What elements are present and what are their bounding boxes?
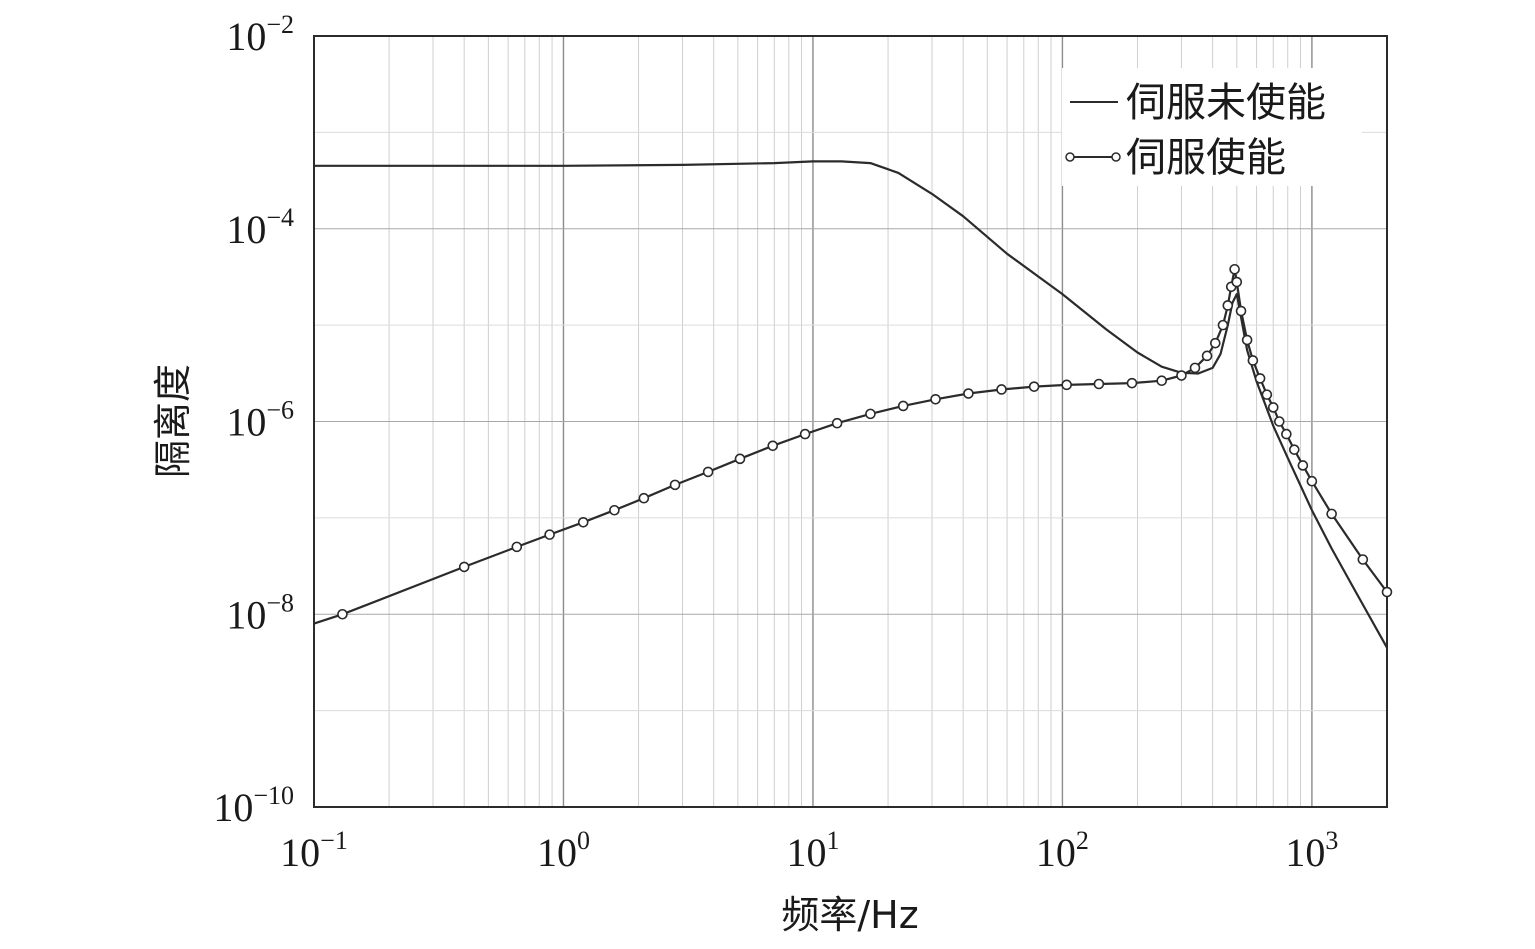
series-layer [313, 160, 1393, 649]
series-marker-servo-enabled [930, 393, 941, 405]
series-marker-servo-enabled [1231, 276, 1243, 288]
x-tick-label: 101 [786, 826, 839, 875]
series-marker-servo-enabled [1189, 362, 1201, 374]
series-marker-servo-enabled [337, 608, 348, 620]
series-marker-servo-enabled [1357, 554, 1369, 565]
tick-labels: 10−1 100 101 102 103 10−10 10−8 10−6 10−4 10−2 [213, 10, 1338, 875]
series-marker-servo-enabled [1273, 416, 1285, 427]
series-marker-servo-enabled [544, 529, 555, 540]
series-marker-servo-enabled [577, 516, 589, 528]
legend-box [1062, 68, 1362, 186]
series-marker-servo-enabled [1326, 508, 1337, 520]
y-tick-label: 10−8 [226, 588, 294, 637]
series-marker-servo-enabled [767, 440, 779, 452]
series-marker-servo-enabled [1061, 379, 1072, 391]
series-marker-servo-enabled [511, 541, 523, 553]
series-marker-servo-enabled [669, 479, 681, 491]
x-tick-label: 100 [537, 826, 590, 875]
legend: 伺服未使能 伺服使能 [1062, 68, 1362, 186]
series-marker-servo-enabled [458, 561, 470, 573]
series-marker-servo-enabled [1217, 319, 1229, 331]
series-marker-servo-enabled [1281, 428, 1292, 440]
series-marker-servo-enabled [831, 417, 843, 429]
series-marker-servo-enabled [1126, 377, 1138, 389]
legend-marker-right [1111, 152, 1121, 162]
y-tick-label: 10−4 [226, 203, 294, 252]
series-marker-servo-enabled [1241, 334, 1253, 346]
series-marker-servo-enabled [702, 466, 714, 478]
legend-marker-left [1065, 152, 1075, 162]
series-marker-servo-enabled [638, 492, 650, 504]
series-marker-servo-enabled [1381, 586, 1393, 598]
series-marker-servo-enabled [1254, 373, 1266, 384]
series-marker-servo-enabled [897, 400, 909, 412]
series-marker-servo-enabled [1028, 381, 1040, 392]
series-marker-servo-enabled [609, 504, 620, 516]
y-axis-title: 隔离度 [151, 364, 195, 478]
series-marker-servo-enabled [865, 408, 876, 420]
series-marker-servo-enabled [1222, 300, 1234, 311]
series-marker-servo-enabled [1247, 355, 1259, 366]
legend-label-servo-disabled: 伺服未使能 [1126, 80, 1326, 126]
series-marker-servo-enabled [799, 428, 811, 440]
series-marker-servo-enabled [734, 453, 746, 465]
plot-area-frame [313, 35, 1388, 808]
series-marker-servo-enabled [1201, 350, 1213, 362]
series-marker-servo-enabled [1176, 370, 1187, 381]
y-tick-label: 10−10 [213, 781, 294, 830]
y-tick-label: 10−6 [226, 396, 294, 445]
x-axis-title: 频率/Hz [781, 893, 918, 937]
series-marker-servo-enabled [1267, 402, 1279, 413]
y-tick-label: 10−2 [226, 10, 294, 59]
series-marker-servo-enabled [1209, 337, 1221, 349]
series-marker-servo-enabled [1297, 460, 1309, 471]
series-marker-servo-enabled [1156, 375, 1168, 387]
series-marker-servo-enabled [963, 388, 974, 399]
x-tick-label: 102 [1036, 826, 1089, 875]
series-line-servo-disabled [314, 160, 1388, 649]
series-marker-servo-enabled [1093, 378, 1105, 390]
x-tick-label: 103 [1285, 826, 1338, 875]
series-marker-servo-enabled [1288, 444, 1300, 455]
x-tick-label: 10−1 [280, 826, 348, 875]
series-marker-servo-enabled [1306, 475, 1318, 487]
series-marker-servo-enabled [996, 384, 1007, 395]
legend-label-servo-enabled: 伺服使能 [1126, 135, 1286, 181]
series-marker-servo-enabled [1229, 263, 1240, 275]
series-marker-servo-enabled [1261, 389, 1273, 400]
series-marker-servo-enabled [1235, 305, 1247, 317]
